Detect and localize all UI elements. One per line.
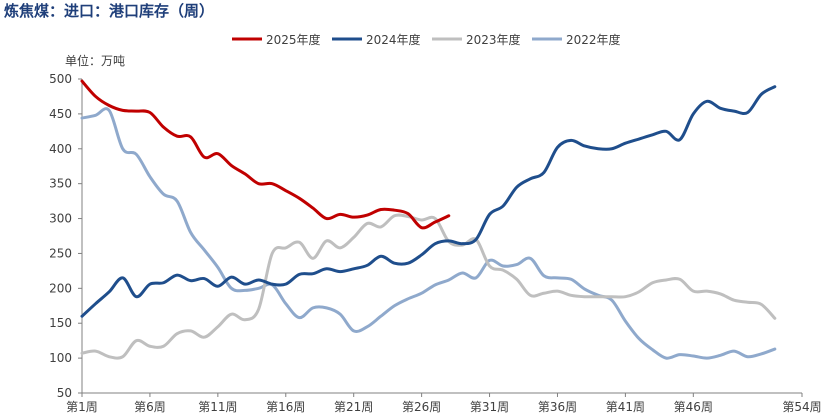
series-line-2025年度 [80,79,451,230]
legend-item: 2024年度 [332,32,421,47]
series-line-2023年度 [80,213,777,360]
x-axis: 第1周 第6周 第11周 第16周 第21周 第26周 第31周 第36周 第41周 第46周 第5… [66,392,822,414]
x-tick-label: 第46周 [674,400,713,414]
unit-label: 单位：万吨 [65,53,125,68]
legend-item: 2025年度 [232,32,321,47]
series-line-2022年度 [80,107,777,360]
chart-title: 炼焦煤：进口：港口库存（周） [4,2,215,20]
legend-label: 2025年度 [266,32,321,47]
series-line-2024年度 [80,85,777,318]
x-tick-label: 第16周 [266,400,305,414]
y-tick-label: 350 [49,177,72,191]
y-tick-label: 400 [49,142,72,156]
x-tick-label: 第1周 [66,400,98,414]
x-tick-label: 第21周 [334,400,373,414]
x-tick-label: 第6周 [134,400,166,414]
legend-label: 2022年度 [566,32,621,47]
x-tick-label: 第54周 [782,400,821,414]
y-axis: 50 100 150 200 250 300 350 400 450 500 [49,72,83,400]
x-tick-label: 第41周 [606,400,645,414]
y-tick-label: 300 [49,212,72,226]
y-tick-label: 100 [49,351,72,365]
x-tick-label: 第36周 [538,400,577,414]
x-tick-label: 第26周 [402,400,441,414]
y-tick-label: 250 [49,246,72,260]
legend-label: 2024年度 [366,32,421,47]
legend-item: 2023年度 [432,32,521,47]
y-tick-label: 150 [49,316,72,330]
legend-label: 2023年度 [466,32,521,47]
y-tick-label: 450 [49,107,72,121]
x-tick-label: 第11周 [198,400,237,414]
y-tick-label: 50 [57,386,72,400]
y-tick-label: 500 [49,72,72,86]
legend: 2025年度 2024年度 2023年度 2022年度 [232,32,621,47]
legend-item: 2022年度 [532,32,621,47]
y-tick-label: 200 [49,281,72,295]
series-lines [80,79,777,360]
x-tick-label: 第31周 [470,400,509,414]
